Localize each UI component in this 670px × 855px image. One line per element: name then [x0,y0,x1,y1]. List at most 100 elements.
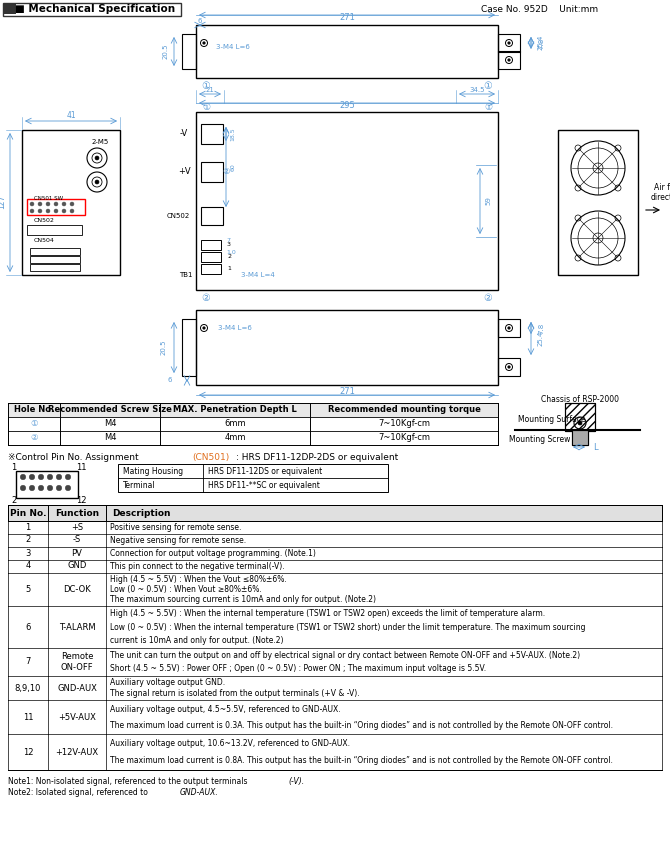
Text: HRS DF11-**SC or equivalent: HRS DF11-**SC or equivalent [208,481,320,490]
Text: GND-AUX: GND-AUX [57,683,97,693]
Text: 4mm: 4mm [224,433,246,443]
Text: GND: GND [67,562,86,570]
Text: 7: 7 [25,657,31,667]
Bar [498,51,520,69]
Bar [196,310,498,385]
Bar [27,199,85,215]
Text: Case No. 952D    Unit:mm: Case No. 952D Unit:mm [482,5,598,14]
Text: 271: 271 [339,387,355,397]
Text: 41: 41 [66,111,76,121]
Text: ②: ② [30,433,38,443]
Circle shape [56,475,62,480]
Bar [182,34,196,69]
Text: Auxiliary voltage output, 4.5~5.5V, referenced to GND-AUX.: Auxiliary voltage output, 4.5~5.5V, refe… [110,705,340,714]
Circle shape [30,202,34,206]
Circle shape [62,209,66,213]
Text: ①: ① [202,103,210,111]
Text: HRS DF11-12DS or equivalent: HRS DF11-12DS or equivalent [208,467,322,475]
Circle shape [46,209,50,213]
Text: 2-M5: 2-M5 [91,139,109,145]
Text: 7: 7 [226,239,230,244]
Text: 271: 271 [339,14,355,22]
Text: PV: PV [72,549,82,557]
Text: Mating Housing: Mating Housing [123,467,183,475]
Text: 59: 59 [485,197,491,205]
Circle shape [70,202,74,206]
Text: 6: 6 [168,377,172,383]
Text: Auxiliary voltage output GND.: Auxiliary voltage output GND. [110,678,225,687]
Circle shape [65,475,71,480]
Text: Mounting Surface: Mounting Surface [518,416,586,424]
Circle shape [203,42,205,44]
Text: M4: M4 [104,433,117,443]
Text: 4: 4 [25,562,31,570]
Bar [8,403,498,417]
Text: Short (4.5 ~ 5.5V) : Power OFF ; Open (0 ~ 0.5V) : Power ON ; The maximum input : Short (4.5 ~ 5.5V) : Power OFF ; Open (0… [110,664,486,673]
Text: T-ALARM: T-ALARM [59,622,95,632]
Text: 20.5: 20.5 [163,44,169,59]
Text: 8,9,10: 8,9,10 [15,683,41,693]
Circle shape [20,475,26,480]
Bar [498,34,520,52]
Text: 5: 5 [25,585,31,593]
Text: TB1: TB1 [180,272,193,278]
Text: (-V).: (-V). [288,777,304,786]
Text: This pin connect to the negative terminal(-V).: This pin connect to the negative termina… [110,562,285,571]
Bar [565,403,595,431]
Bar [201,207,223,225]
Text: The maximum load current is 0.3A. This output has the built-in “Oring diodes” an: The maximum load current is 0.3A. This o… [110,721,613,729]
Text: ※Control Pin No. Assignment: ※Control Pin No. Assignment [8,453,141,462]
Text: ②: ② [202,293,210,303]
Text: Recommended mounting torque: Recommended mounting torque [328,405,480,415]
Text: 1.0: 1.0 [226,251,236,256]
Circle shape [578,421,582,425]
Text: Chassis of RSP-2000: Chassis of RSP-2000 [541,396,619,404]
Circle shape [70,209,74,213]
Circle shape [30,209,34,213]
Circle shape [95,180,99,184]
Text: CN504: CN504 [34,238,55,243]
Circle shape [47,475,53,480]
Bar [201,124,223,144]
Text: ②: ② [222,168,230,176]
Text: 18.5: 18.5 [230,127,235,141]
Text: Connection for output voltage programming. (Note.1): Connection for output voltage programmin… [110,549,316,558]
Circle shape [508,327,510,329]
Text: Terminal: Terminal [123,481,155,490]
Bar [201,264,221,274]
Circle shape [56,485,62,491]
Text: : HRS DF11-12DP-2DS or equivalent: : HRS DF11-12DP-2DS or equivalent [236,453,398,462]
Text: L: L [593,443,598,451]
Bar [201,162,223,182]
Text: 7.8: 7.8 [538,38,544,49]
Bar [30,256,80,263]
Text: 3: 3 [227,243,231,247]
Text: The signal return is isolated from the output terminals (+V & -V).: The signal return is isolated from the o… [110,689,360,698]
Text: Note2: Isolated signal, referenced to: Note2: Isolated signal, referenced to [8,788,150,797]
Text: ①: ① [202,81,210,91]
Text: +12V-AUX: +12V-AUX [56,747,98,757]
Text: The maximum sourcing current is 10mA and only for output. (Note.2): The maximum sourcing current is 10mA and… [110,595,376,604]
Bar [196,112,498,290]
Text: 127: 127 [0,195,7,209]
Bar [27,225,82,235]
Text: 3-M4 L=4: 3-M4 L=4 [241,272,275,278]
Text: +S: +S [71,522,83,532]
Circle shape [38,209,42,213]
Text: 6mm: 6mm [224,420,246,428]
Text: 21: 21 [206,87,214,93]
Text: Negative sensing for remote sense.: Negative sensing for remote sense. [110,536,246,545]
Circle shape [54,209,58,213]
Text: 1: 1 [11,463,16,473]
Text: Auxiliary voltage output, 10.6~13.2V, referenced to GND-AUX.: Auxiliary voltage output, 10.6~13.2V, re… [110,739,350,748]
Text: -S: -S [73,535,81,545]
Bar [196,25,498,78]
Circle shape [65,485,71,491]
Text: ■ Mechanical Specification: ■ Mechanical Specification [15,4,175,15]
Text: 2: 2 [227,255,231,260]
Text: MAX. Penetration Depth L: MAX. Penetration Depth L [173,405,297,415]
Circle shape [95,156,99,160]
Text: 7~10Kgf-cm: 7~10Kgf-cm [378,433,430,443]
Bar [22,130,120,275]
Text: -V: -V [180,129,188,139]
